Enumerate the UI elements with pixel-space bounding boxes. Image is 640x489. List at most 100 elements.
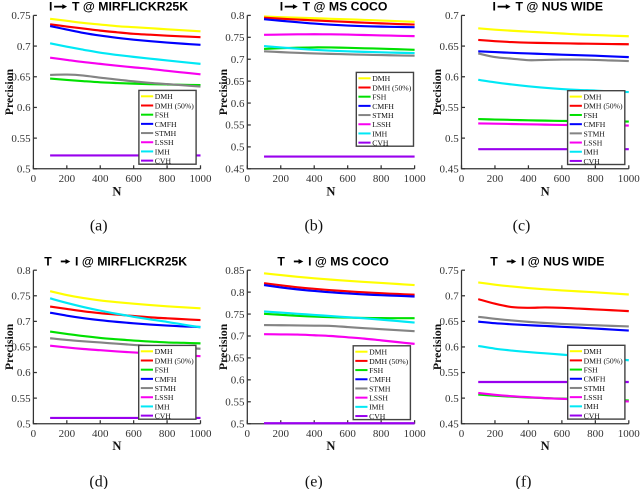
svg-text:FSH: FSH [372,93,387,102]
svg-text:Precision: Precision [216,69,230,116]
svg-text:Precision: Precision [216,323,230,370]
svg-text:600: 600 [554,173,571,185]
svg-text:0.5: 0.5 [17,164,31,176]
svg-text:0.6: 0.6 [17,367,31,379]
svg-text:LSSH: LSSH [584,393,603,402]
svg-text:Precision: Precision [430,69,444,116]
svg-text:N: N [112,439,121,453]
svg-text:0.75: 0.75 [11,290,31,302]
svg-text:FSH: FSH [155,111,170,120]
svg-text:0.45: 0.45 [439,164,459,176]
svg-text:0.8: 0.8 [231,287,245,299]
svg-text:IMH: IMH [155,402,170,411]
svg-text:DMH: DMH [369,348,387,357]
svg-text:0: 0 [31,173,37,185]
svg-text:1000: 1000 [618,173,640,185]
svg-text:DMH (50%): DMH (50%) [584,356,624,365]
svg-text:N: N [541,184,550,198]
svg-text:400: 400 [92,173,109,185]
svg-text:T: T [44,254,52,268]
svg-text:STMH: STMH [155,129,177,138]
svg-text:LSSH: LSSH [372,120,391,129]
svg-text:600: 600 [125,173,142,185]
svg-text:Precision: Precision [2,69,16,116]
svg-text:0.8: 0.8 [17,265,31,277]
svg-text:DMH (50%): DMH (50%) [372,83,412,92]
svg-text:IMH: IMH [584,148,599,157]
svg-text:0.7: 0.7 [17,316,31,328]
svg-text:FSH: FSH [584,111,599,120]
svg-text:0.7: 0.7 [445,290,459,302]
svg-text:DMH: DMH [155,347,173,356]
svg-text:I: I [280,0,283,14]
svg-text:800: 800 [373,428,390,440]
svg-text:CVH: CVH [369,412,386,421]
svg-text:STMH: STMH [584,129,606,138]
svg-text:(a): (a) [90,218,108,235]
svg-text:0.45: 0.45 [225,164,245,176]
svg-text:CVH: CVH [155,157,172,166]
svg-text:400: 400 [306,428,323,440]
svg-text:1000: 1000 [404,173,427,185]
svg-text:0.75: 0.75 [439,265,459,277]
svg-text:0.75: 0.75 [225,32,245,44]
svg-text:(e): (e) [305,474,323,489]
svg-text:400: 400 [306,173,323,185]
svg-text:DMH (50%): DMH (50%) [369,357,409,366]
svg-text:IMH: IMH [369,403,384,412]
svg-text:400: 400 [520,173,537,185]
svg-text:1000: 1000 [190,173,213,185]
svg-text:0.85: 0.85 [225,265,245,277]
svg-text:FSH: FSH [155,366,170,375]
svg-text:CMFH: CMFH [372,102,394,111]
svg-text:400: 400 [520,428,537,440]
svg-text:200: 200 [487,173,504,185]
svg-text:FSH: FSH [369,366,384,375]
svg-text:DMH (50%): DMH (50%) [155,101,195,110]
svg-text:CVH: CVH [584,157,601,166]
svg-text:0.6: 0.6 [231,98,245,110]
svg-text:IMH: IMH [584,402,599,411]
svg-text:800: 800 [159,428,176,440]
svg-text:0.5: 0.5 [445,393,459,405]
svg-text:0.65: 0.65 [11,342,31,354]
svg-text:800: 800 [587,428,604,440]
svg-text:T @ MS COCO: T @ MS COCO [303,0,388,14]
svg-text:T: T [277,254,285,268]
svg-text:0.7: 0.7 [231,54,245,66]
svg-text:DMH: DMH [372,74,390,83]
svg-text:CMFH: CMFH [584,375,606,384]
svg-text:0.7: 0.7 [445,10,459,22]
svg-text:I: I [493,0,496,14]
svg-text:200: 200 [273,428,290,440]
svg-text:N: N [326,439,335,453]
svg-text:CMFH: CMFH [369,375,391,384]
svg-text:DMH: DMH [584,347,602,356]
svg-text:0.6: 0.6 [445,71,459,83]
svg-text:T @ NUS WIDE: T @ NUS WIDE [516,0,604,14]
svg-text:T: T [490,254,498,268]
svg-text:0.5: 0.5 [231,418,245,430]
svg-text:I @ MS COCO: I @ MS COCO [308,254,389,268]
svg-text:1000: 1000 [404,428,427,440]
svg-text:CVH: CVH [372,139,389,148]
svg-text:0.55: 0.55 [225,396,245,408]
svg-text:0.65: 0.65 [225,76,245,88]
svg-text:CVH: CVH [584,411,601,420]
svg-text:1000: 1000 [618,428,640,440]
svg-text:800: 800 [587,173,604,185]
svg-text:STMH: STMH [369,384,391,393]
svg-text:I @ NUS WIDE: I @ NUS WIDE [521,254,604,268]
svg-text:0.65: 0.65 [11,71,31,83]
svg-text:600: 600 [554,428,571,440]
svg-text:0.55: 0.55 [225,120,245,132]
svg-text:FSH: FSH [584,365,599,374]
svg-text:600: 600 [339,173,356,185]
svg-text:0.45: 0.45 [439,418,459,430]
svg-text:0.55: 0.55 [11,393,31,405]
svg-text:0.75: 0.75 [11,10,31,22]
svg-text:0.6: 0.6 [445,342,459,354]
svg-text:0.55: 0.55 [439,367,459,379]
svg-text:1000: 1000 [190,428,213,440]
svg-text:Precision: Precision [430,323,444,370]
